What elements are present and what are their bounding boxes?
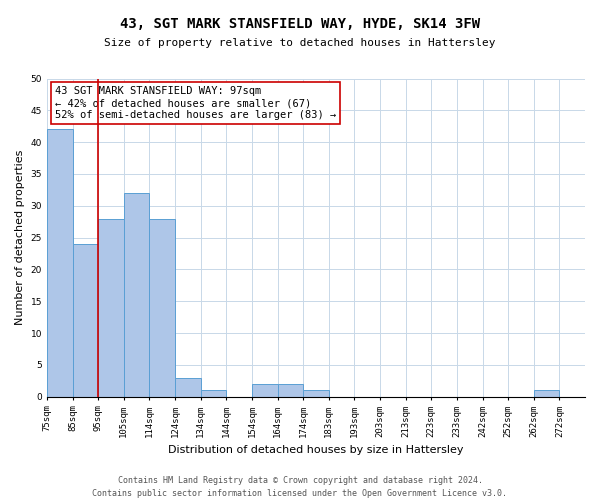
X-axis label: Distribution of detached houses by size in Hattersley: Distribution of detached houses by size … [168, 445, 464, 455]
Bar [534, 390, 559, 397]
Bar [278, 384, 303, 397]
Text: 43 SGT MARK STANSFIELD WAY: 97sqm
← 42% of detached houses are smaller (67)
52% : 43 SGT MARK STANSFIELD WAY: 97sqm ← 42% … [55, 86, 336, 120]
Bar [175, 378, 200, 397]
Bar [73, 244, 98, 397]
Bar [149, 218, 175, 397]
Bar [124, 193, 149, 397]
Text: Contains HM Land Registry data © Crown copyright and database right 2024.
Contai: Contains HM Land Registry data © Crown c… [92, 476, 508, 498]
Bar [98, 218, 124, 397]
Text: Size of property relative to detached houses in Hattersley: Size of property relative to detached ho… [104, 38, 496, 48]
Bar [200, 390, 226, 397]
Bar [47, 130, 73, 397]
Y-axis label: Number of detached properties: Number of detached properties [15, 150, 25, 326]
Bar [303, 390, 329, 397]
Bar [252, 384, 278, 397]
Text: 43, SGT MARK STANSFIELD WAY, HYDE, SK14 3FW: 43, SGT MARK STANSFIELD WAY, HYDE, SK14 … [120, 18, 480, 32]
